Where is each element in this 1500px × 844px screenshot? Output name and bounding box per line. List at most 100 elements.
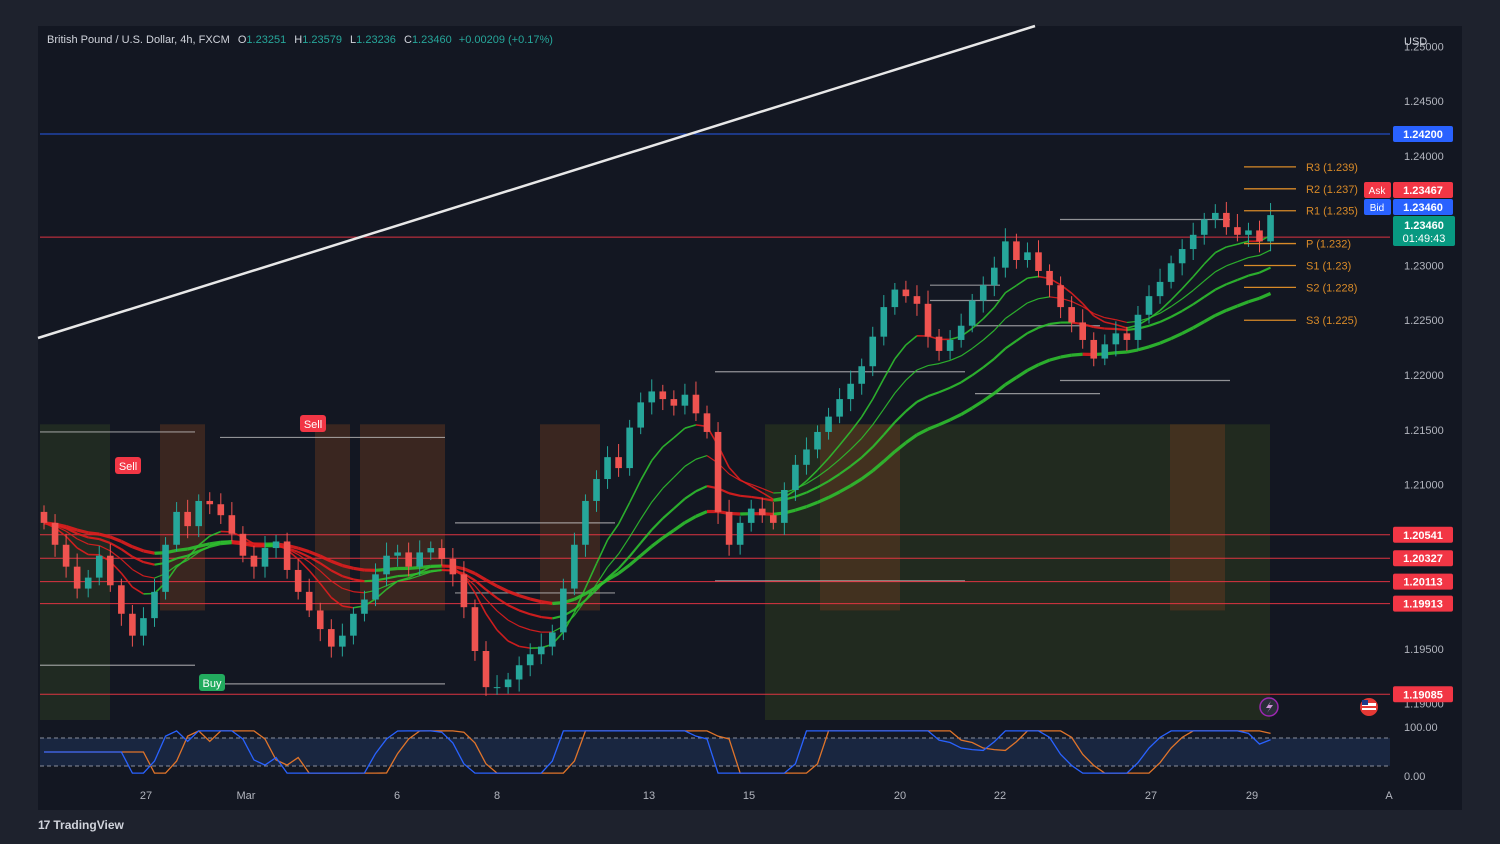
ema-segment: [640, 460, 653, 481]
candle-body: [361, 599, 368, 614]
candle-body: [1013, 241, 1020, 260]
ema-segment: [849, 456, 863, 468]
candle-body: [979, 285, 987, 301]
candle-body: [935, 336, 943, 351]
candle-body: [482, 651, 490, 688]
ema-segment: [1203, 252, 1216, 265]
candle-body: [1145, 296, 1153, 315]
ema-segment: [397, 578, 409, 582]
candle-body: [1167, 263, 1175, 282]
ema-segment: [1170, 331, 1183, 341]
candle-body: [902, 289, 910, 297]
buy-signal-label: Buy: [203, 678, 222, 690]
ema-segment: [606, 523, 620, 541]
chart-legend: British Pound / U.S. Dollar, 4h, FXCM O1…: [47, 34, 553, 46]
candle-body: [339, 635, 346, 647]
ema-segment: [871, 460, 885, 472]
ema-segment: [684, 424, 697, 429]
symbol-title[interactable]: British Pound / U.S. Dollar, 4h, FXCM: [47, 34, 230, 46]
sell-signal-badge: [300, 415, 326, 432]
price-tag-label: 1.19913: [1403, 599, 1443, 611]
pivot-label: R3 (1.239): [1306, 162, 1358, 174]
ema-segment: [1115, 323, 1128, 329]
candle-body: [991, 267, 998, 286]
candle-body: [1234, 227, 1241, 235]
ema-segment: [342, 575, 354, 581]
ema-segment: [109, 550, 122, 560]
candle-body: [95, 555, 103, 578]
ema-segment: [330, 569, 343, 578]
ema-segment: [485, 578, 498, 588]
ema-segment: [132, 568, 144, 577]
ema-segment: [1170, 298, 1183, 308]
quote-badge-label: Ask: [1369, 186, 1387, 197]
candle-body: [372, 574, 379, 600]
ema-segment: [1181, 326, 1194, 335]
tradingview-logo[interactable]: 17 TradingView: [38, 818, 124, 832]
ema-segment: [1093, 325, 1105, 330]
ema-segment: [960, 347, 973, 357]
ema-segment: [971, 399, 985, 410]
candle-body: [84, 577, 92, 589]
ema-segment: [1203, 288, 1216, 298]
ema-segment: [419, 564, 431, 570]
ema-segment: [507, 619, 520, 627]
ema-segment: [1237, 274, 1249, 281]
ema-segment: [1015, 369, 1029, 379]
pivot-label: P (1.232): [1306, 239, 1351, 251]
ema-segment: [839, 448, 852, 460]
ema-segment: [993, 347, 1007, 360]
ema-segment: [98, 538, 111, 545]
price-tag: [1393, 550, 1453, 567]
ema-segment: [762, 487, 774, 494]
candle-body: [637, 402, 644, 428]
candle-body: [1245, 230, 1252, 235]
ema-segment: [861, 424, 874, 439]
candle-body: [1101, 344, 1109, 359]
ema-segment: [1203, 271, 1216, 282]
ema-segment: [386, 580, 398, 587]
x-tick-label: 29: [1246, 790, 1258, 802]
candle-body: [781, 490, 788, 523]
candle-body: [460, 574, 468, 608]
ema-segment: [1137, 345, 1150, 352]
ema-segment: [938, 359, 951, 365]
ema-segment: [496, 610, 509, 621]
ema-segment: [739, 479, 752, 485]
candle-body: [1035, 252, 1042, 271]
ema-segment: [893, 441, 907, 453]
ema-segment: [1214, 308, 1228, 317]
ema-segment: [1126, 348, 1139, 354]
candle-body: [736, 522, 744, 545]
ema-segment: [639, 529, 653, 544]
candle-body: [526, 654, 534, 666]
quote-price-tag: [1393, 199, 1453, 215]
ema-segment: [662, 476, 675, 489]
candle-body: [1068, 307, 1075, 323]
ema-segment: [1192, 280, 1205, 291]
candle-body: [1079, 322, 1086, 340]
ema-segment: [938, 418, 951, 427]
candle-body: [648, 391, 656, 403]
ema-segment: [993, 383, 1007, 395]
ema-segment: [131, 555, 144, 564]
ema-segment: [828, 458, 840, 470]
ema-segment: [519, 645, 531, 649]
candle-body: [670, 399, 678, 406]
ema-segment: [176, 554, 188, 560]
brand-name: TradingView: [53, 818, 124, 832]
candle-body: [272, 541, 280, 549]
ema-segment: [1170, 288, 1183, 301]
candle-body: [582, 500, 589, 545]
candle-body: [825, 416, 832, 432]
y-tick-label: 1.24500: [1404, 96, 1444, 108]
ema-segment: [695, 510, 708, 518]
ema-segment: [308, 556, 321, 565]
ema-segment: [607, 553, 620, 568]
ema-segment: [949, 413, 962, 422]
ema-segment: [474, 579, 487, 591]
flag-stripe: [1362, 703, 1376, 706]
ema-segment: [617, 563, 631, 575]
pivot-label: S1 (1.23): [1306, 260, 1351, 272]
